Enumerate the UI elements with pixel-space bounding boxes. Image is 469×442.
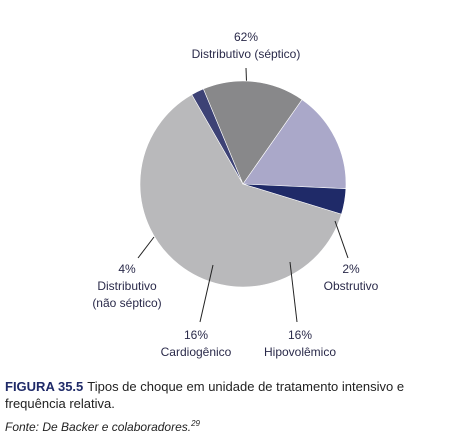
- leader-line: [334, 220, 349, 259]
- value-label: 16%: [287, 328, 313, 342]
- source: Fonte: De Backer e colaboradores.29: [5, 419, 200, 434]
- value-label: 16%: [183, 328, 209, 342]
- slice-label: 16% Hipovolêmico: [255, 327, 345, 361]
- value-label: 4%: [118, 262, 136, 276]
- source-ref: 29: [191, 419, 201, 428]
- caption-text: Tipos de choque em unidade de tratamento…: [5, 379, 405, 411]
- caption-label: FIGURA 35.5: [5, 379, 84, 394]
- slice-label: 62% Distributivo (séptico): [176, 29, 316, 63]
- leader-line: [199, 264, 214, 323]
- leader-line: [289, 261, 298, 323]
- pie-slice: [242, 183, 347, 215]
- chart: [137, 67, 349, 323]
- source-text: Fonte: De Backer e colaboradores.: [5, 420, 192, 434]
- slice-label: 4% Distributivo (não séptico): [87, 261, 167, 312]
- category-label: Distributivo (não séptico): [92, 279, 162, 310]
- value-label: 62%: [233, 30, 259, 44]
- category-label: Distributivo (séptico): [191, 47, 301, 61]
- pie-slice: [203, 80, 303, 185]
- value-label: 2%: [342, 262, 360, 276]
- slice-label: 16% Cardiogênico: [151, 327, 241, 361]
- pie-slice: [242, 99, 347, 189]
- leader-line: [137, 236, 155, 259]
- category-label: Hipovolêmico: [263, 345, 337, 359]
- category-label: Cardiogênico: [160, 345, 232, 359]
- category-label: Obstrutivo: [323, 279, 379, 293]
- pie-slice: [139, 94, 342, 288]
- caption: FIGURA 35.5 Tipos de choque em unidade de…: [5, 378, 463, 412]
- slice-label: 2% Obstrutivo: [311, 261, 391, 295]
